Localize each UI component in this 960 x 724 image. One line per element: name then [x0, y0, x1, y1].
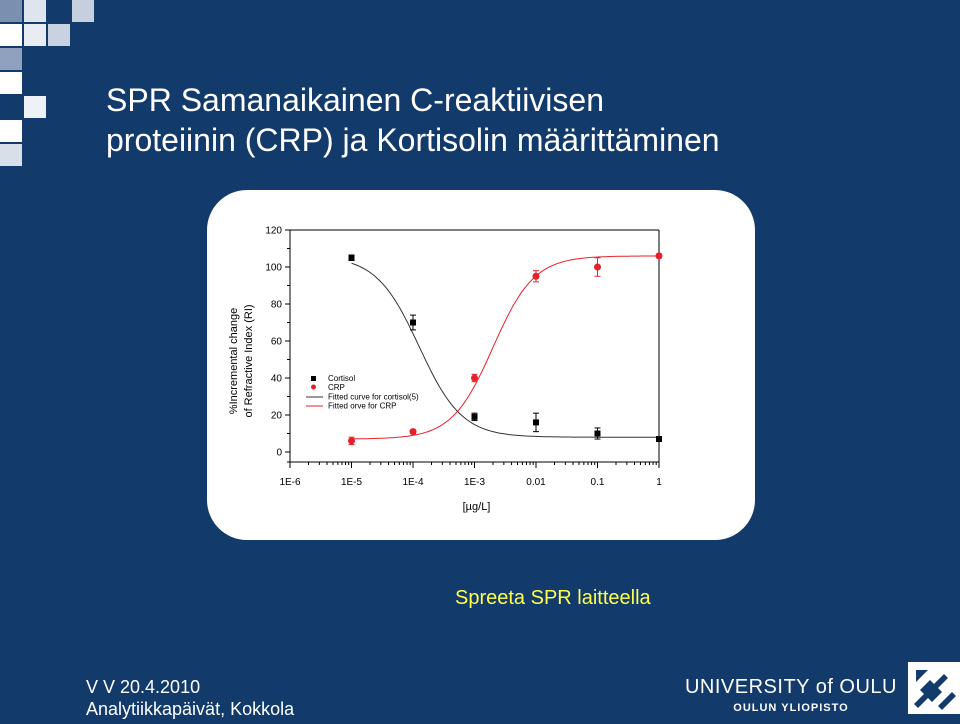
legend-label-crp: CRP [328, 383, 345, 392]
slide-title-line-1: SPR Samanaikainen C-reaktiivisen [106, 82, 604, 118]
footer-event: Analytiikkapäivät, Kokkola [86, 699, 295, 719]
y-tick-label: 0 [276, 448, 282, 459]
slide-title: SPR Samanaikainen C-reaktiivisen proteii… [106, 80, 926, 160]
cortisol-point [410, 319, 416, 326]
chart-card: 0 20 40 60 80 100 120 1E-6 1E-5 1E-4 1E-3 0.01 0.1 1 [… [207, 190, 755, 540]
crp-point [655, 252, 663, 260]
crp-point [532, 272, 540, 280]
university-name: UNIVERSITY of OULU [684, 676, 898, 698]
university-branding: UNIVERSITY of OULU OULUN YLIOPISTO [681, 676, 901, 714]
crp-point [471, 374, 478, 382]
crp-point [348, 437, 355, 445]
university-logo-icon [908, 662, 960, 714]
fit-curve-2 [351, 255, 659, 440]
slide-caption: Spreeta SPR laitteella [455, 587, 651, 609]
y-tick-label: 80 [271, 300, 283, 311]
decorative-squares [0, 0, 94, 166]
legend-marker-cortisol [311, 376, 316, 381]
x-tick-label: 1E-5 [341, 477, 363, 488]
y-axis-label-line-1: %Incremental change [228, 308, 240, 414]
footer-info: V V 20.4.2010 Analytiikkapäivät, Kokkola [86, 676, 294, 720]
cortisol-point [348, 254, 355, 261]
y-axis-label-line-2: of Refractive Index (RI) [243, 304, 255, 417]
spr-chart: 0 20 40 60 80 100 120 1E-6 1E-5 1E-4 1E-3 0.01 0.1 1 [… [228, 226, 663, 513]
fit-curve-1 [351, 262, 659, 438]
slide-title-line-2: proteiinin (CRP) ja Kortisolin määrittäm… [106, 122, 720, 158]
y-tick-label: 40 [271, 374, 283, 385]
x-tick-label: 0.1 [591, 477, 605, 488]
x-tick-label: 1 [656, 477, 662, 488]
x-tick-label: 1E-6 [279, 477, 301, 488]
x-axis-label: [µg/L] [463, 501, 491, 513]
y-tick-label: 100 [265, 263, 282, 274]
cortisol-point [471, 413, 478, 420]
y-tick-label: 20 [271, 411, 283, 422]
cortisol-point [594, 430, 601, 437]
legend-label-cortisol: Cortisol [328, 374, 355, 383]
y-tick-label: 60 [271, 337, 283, 348]
footer-date: V V 20.4.2010 [86, 677, 201, 697]
x-tick-label: 0.01 [526, 477, 546, 488]
x-tick-label: 1E-3 [464, 477, 486, 488]
legend-label-fit-crp: Fitted orve for CRP [328, 402, 396, 411]
x-tick-label: 1E-4 [402, 477, 424, 488]
crp-point [594, 263, 601, 271]
legend-marker-crp [311, 384, 316, 390]
cortisol-point [533, 419, 539, 426]
legend-label-fit-cortisol: Fitted curve for cortisol(5) [328, 393, 419, 402]
y-tick-label: 120 [265, 226, 282, 237]
cortisol-point [656, 436, 662, 443]
crp-point [409, 428, 417, 436]
university-subtitle: OULUN YLIOPISTO [733, 702, 849, 714]
